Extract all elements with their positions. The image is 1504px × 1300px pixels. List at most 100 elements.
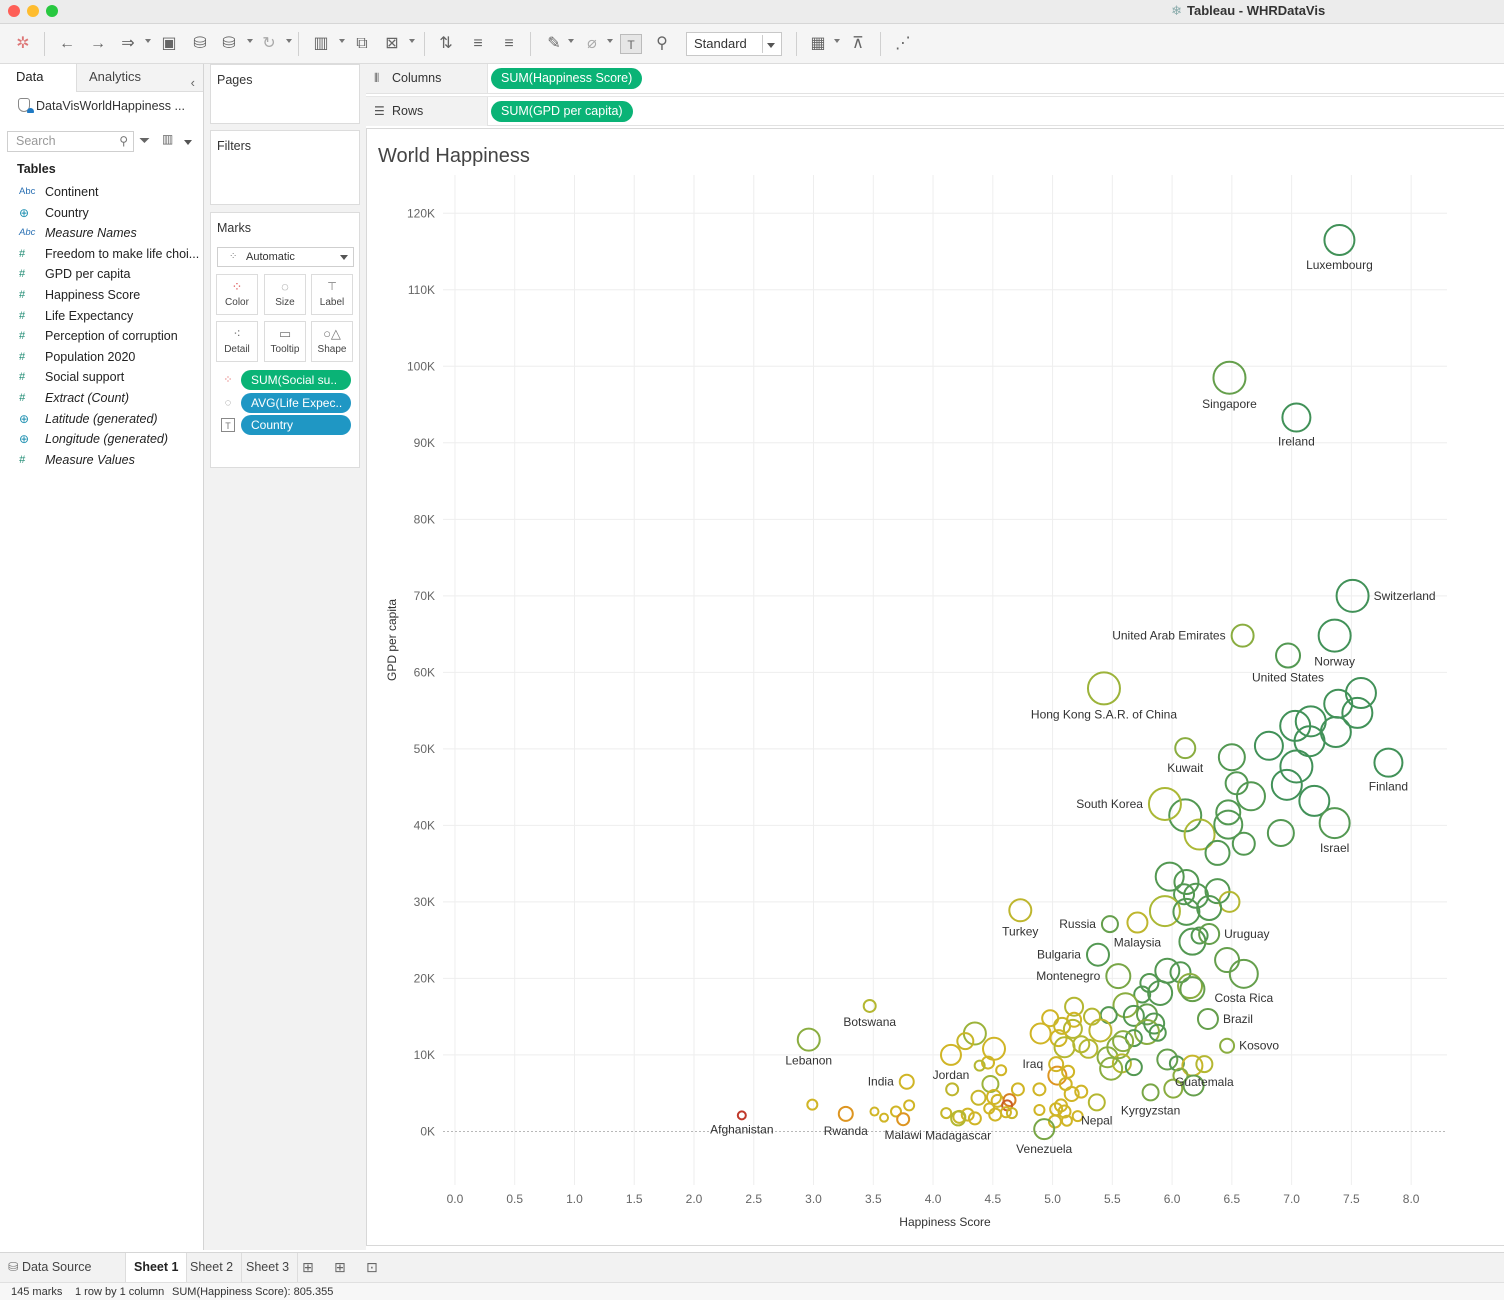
data-point[interactable]	[1154, 957, 1181, 984]
scatter-chart[interactable]: 0.0 0.5 1.0 1.5 2.0 2.5 3.0 3.5 4.0 4.5 5.0 5.5 6.0 6…	[367, 129, 1503, 1245]
data-point[interactable]	[1319, 716, 1352, 749]
filter-icon[interactable]: ⏷	[139, 132, 151, 148]
show-mark-labels-icon[interactable]: T	[620, 34, 642, 54]
sort-ascending-icon[interactable]: ≡	[473, 35, 483, 52]
data-point[interactable]	[1344, 677, 1377, 710]
detail-button[interactable]: ⁖ Detail	[216, 321, 258, 362]
data-point[interactable]	[1231, 831, 1256, 856]
field-item[interactable]: # Happiness Score	[0, 285, 203, 306]
data-point[interactable]	[1168, 798, 1203, 833]
data-point-costa-rica[interactable]	[1228, 958, 1259, 989]
data-point[interactable]	[1163, 1078, 1184, 1099]
data-point[interactable]	[1124, 1058, 1143, 1077]
data-point[interactable]	[1156, 1048, 1179, 1071]
columns-pill[interactable]: SUM(Happiness Score)	[491, 68, 643, 89]
data-point-turkey[interactable]	[1008, 898, 1033, 923]
show-me-dropdown[interactable]	[834, 39, 840, 43]
collapse-pane-icon[interactable]: ‹	[190, 75, 195, 90]
field-item[interactable]: # Life Expectancy	[0, 306, 203, 327]
field-item[interactable]: Abc Continent	[0, 182, 203, 203]
tableau-home-icon[interactable]: ✲	[16, 35, 30, 52]
data-point-russia[interactable]	[1100, 915, 1119, 934]
data-point[interactable]	[1143, 1012, 1166, 1035]
swap-rows-columns-icon[interactable]: ⇅	[439, 35, 453, 52]
new-story-icon[interactable]: ⊡	[366, 1259, 378, 1275]
data-point[interactable]	[1341, 696, 1374, 729]
data-point[interactable]	[940, 1107, 953, 1120]
data-point-kyrgyzstan[interactable]	[1141, 1083, 1160, 1102]
group-members-icon[interactable]: ⌀	[587, 35, 597, 52]
field-item[interactable]: ⊕ Latitude (generated)	[0, 409, 203, 430]
data-point-afghanistan[interactable]	[736, 1110, 747, 1121]
data-point[interactable]	[1214, 947, 1241, 974]
size-field-pill[interactable]: AVG(Life Expec..	[241, 393, 351, 413]
minimize-window-button[interactable]	[27, 5, 39, 17]
data-point[interactable]	[1078, 1038, 1099, 1059]
filters-card[interactable]: Filters	[210, 130, 360, 205]
share-icon[interactable]: ⋰	[895, 35, 911, 52]
data-point[interactable]	[970, 1089, 987, 1106]
data-point[interactable]	[1148, 1023, 1167, 1042]
rows-shelf[interactable]: ☰ Rows SUM(GPD per capita)	[366, 96, 1504, 126]
data-point[interactable]	[1033, 1104, 1046, 1117]
data-point-kosovo[interactable]	[1219, 1037, 1236, 1054]
data-point[interactable]	[1279, 749, 1314, 784]
data-point[interactable]	[1005, 1107, 1018, 1120]
duplicate-sheet-icon[interactable]: ⧉	[356, 35, 368, 52]
data-point[interactable]	[1179, 976, 1206, 1003]
data-point-brazil[interactable]	[1196, 1007, 1219, 1030]
datasource-item[interactable]: DataVisWorldHappiness ...	[18, 98, 198, 113]
close-window-button[interactable]	[8, 5, 20, 17]
data-point-rwanda[interactable]	[837, 1105, 854, 1122]
data-point[interactable]	[1062, 1018, 1083, 1039]
data-point[interactable]	[999, 1106, 1012, 1119]
data-point[interactable]	[806, 1098, 819, 1111]
data-point-bulgaria[interactable]	[1085, 942, 1110, 967]
data-point[interactable]	[879, 1112, 890, 1123]
pause-updates-icon[interactable]: ⛁	[222, 35, 236, 52]
data-point[interactable]	[1190, 926, 1209, 945]
field-item[interactable]: # Perception of corruption	[0, 326, 203, 347]
data-point[interactable]	[967, 1111, 982, 1126]
size-button[interactable]: ◌ Size	[264, 274, 306, 315]
data-point[interactable]	[1172, 897, 1201, 926]
field-item[interactable]: # Freedom to make life choi...	[0, 244, 203, 265]
replay-dropdown[interactable]	[145, 39, 151, 43]
data-point[interactable]	[1178, 927, 1207, 956]
sheet-tab[interactable]: Sheet 2	[182, 1253, 243, 1282]
fit-view-select[interactable]: Standard	[686, 32, 782, 56]
data-point-united-states[interactable]	[1275, 642, 1302, 669]
view-dropdown[interactable]	[184, 140, 192, 145]
data-point[interactable]	[1074, 1084, 1089, 1099]
data-point[interactable]	[981, 1055, 996, 1070]
data-point[interactable]	[956, 1032, 975, 1051]
label-field-pill[interactable]: Country	[241, 415, 351, 435]
data-point[interactable]	[1183, 818, 1216, 851]
data-source-tab[interactable]: ⛁ Data Source	[0, 1253, 126, 1282]
sort-descending-icon[interactable]: ≡	[504, 35, 514, 52]
data-point[interactable]	[1072, 1035, 1091, 1054]
data-point[interactable]	[1173, 883, 1196, 906]
field-item[interactable]: Abc Measure Names	[0, 223, 203, 244]
clear-sheet-dropdown[interactable]	[409, 39, 415, 43]
data-point-botswana[interactable]	[862, 998, 877, 1013]
data-point[interactable]	[1099, 1056, 1124, 1081]
field-item[interactable]: # Social support	[0, 367, 203, 388]
data-point[interactable]	[1196, 895, 1223, 922]
data-point[interactable]	[1148, 895, 1181, 928]
data-point-south-korea[interactable]	[1147, 786, 1182, 821]
data-point-venezuela[interactable]	[1033, 1118, 1056, 1141]
data-point[interactable]	[1133, 985, 1152, 1004]
highlight-icon[interactable]: ✎	[547, 35, 561, 52]
fix-axes-icon[interactable]: ⚲	[656, 35, 668, 52]
highlight-dropdown[interactable]	[568, 39, 574, 43]
data-point[interactable]	[1112, 992, 1139, 1019]
data-point[interactable]	[1235, 781, 1266, 812]
data-point[interactable]	[1032, 1082, 1047, 1097]
data-point-united-arab-emirates[interactable]	[1230, 623, 1255, 648]
data-point[interactable]	[1217, 743, 1246, 772]
data-point[interactable]	[1002, 1093, 1017, 1108]
save-icon[interactable]: ▣	[161, 35, 177, 52]
data-point-montenegro[interactable]	[1105, 963, 1132, 990]
data-point[interactable]	[1063, 1085, 1080, 1102]
